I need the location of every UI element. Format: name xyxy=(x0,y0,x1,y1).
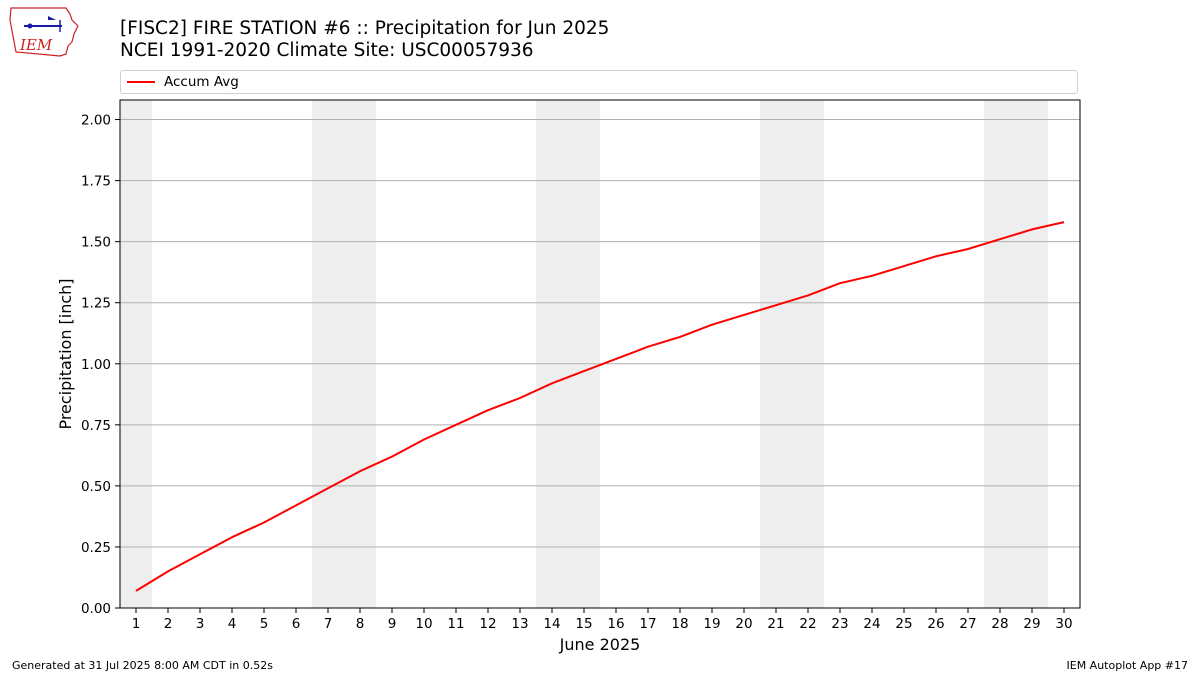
weekend-band-21 xyxy=(760,100,824,608)
x-tick-label: 11 xyxy=(447,616,464,632)
x-tick-label: 2 xyxy=(164,616,173,632)
x-tick-label: 22 xyxy=(799,616,816,632)
series-line-accum-avg xyxy=(135,221,1065,592)
x-tick-label: 7 xyxy=(324,616,333,632)
x-tick-label: 24 xyxy=(863,616,880,632)
y-tick-label: 0.50 xyxy=(81,479,111,495)
weekend-band-14 xyxy=(536,100,600,608)
x-tick-label: 21 xyxy=(767,616,784,632)
x-tick-label: 25 xyxy=(895,616,912,632)
x-axis-label: June 2025 xyxy=(559,635,641,654)
x-tick-label: 26 xyxy=(927,616,944,632)
weekend-band-28 xyxy=(984,100,1048,608)
legend: Accum Avg xyxy=(120,70,1078,94)
x-tick-label: 17 xyxy=(639,616,656,632)
x-tick-label: 3 xyxy=(196,616,205,632)
x-tick-label: 23 xyxy=(831,616,848,632)
app-label: IEM Autoplot App #17 xyxy=(1066,659,1189,672)
x-tick-label: 13 xyxy=(511,616,528,632)
x-tick-label: 18 xyxy=(671,616,688,632)
plot-frame xyxy=(119,99,1081,609)
x-tick-label: 20 xyxy=(735,616,752,632)
x-tick-label: 27 xyxy=(959,616,976,632)
x-tick-label: 28 xyxy=(991,616,1008,632)
x-tick-label: 14 xyxy=(543,616,560,632)
x-tick-label: 12 xyxy=(479,616,496,632)
x-tick-label: 15 xyxy=(575,616,592,632)
x-tick-label: 16 xyxy=(607,616,624,632)
y-tick-label: 0.25 xyxy=(81,540,111,556)
iowa-map-icon: IEM xyxy=(9,7,79,57)
x-tick-label: 19 xyxy=(703,616,720,632)
y-tick-label: 1.75 xyxy=(81,174,111,190)
x-tick-label: 4 xyxy=(228,616,237,632)
legend-swatch-accum-avg xyxy=(127,81,155,83)
logo-text: IEM xyxy=(19,36,53,54)
x-tick-label: 5 xyxy=(260,616,269,632)
generated-timestamp: Generated at 31 Jul 2025 8:00 AM CDT in … xyxy=(12,659,273,672)
weekend-band-7 xyxy=(312,100,376,608)
y-axis-label: Precipitation [inch] xyxy=(56,278,75,429)
y-tick-label: 1.50 xyxy=(81,235,111,251)
x-tick-label: 1 xyxy=(132,616,141,632)
x-tick-label: 6 xyxy=(292,616,301,632)
weekend-band-1 xyxy=(120,100,152,608)
y-tick-label: 0.75 xyxy=(81,418,111,434)
x-tick-label: 10 xyxy=(415,616,432,632)
iem-logo: IEM xyxy=(8,6,80,58)
y-tick-label: 1.25 xyxy=(81,296,111,312)
legend-label-accum-avg: Accum Avg xyxy=(164,74,239,90)
x-tick-label: 29 xyxy=(1023,616,1040,632)
y-tick-label: 1.00 xyxy=(81,357,111,373)
x-tick-label: 30 xyxy=(1055,616,1072,632)
x-tick-label: 9 xyxy=(388,616,397,632)
chart-title: [FISC2] FIRE STATION #6 :: Precipitation… xyxy=(120,18,610,39)
y-tick-label: 2.00 xyxy=(81,113,111,129)
y-tick-label: 0.00 xyxy=(81,601,111,617)
chart-subtitle: NCEI 1991-2020 Climate Site: USC00057936 xyxy=(120,40,534,61)
x-tick-label: 8 xyxy=(356,616,365,632)
